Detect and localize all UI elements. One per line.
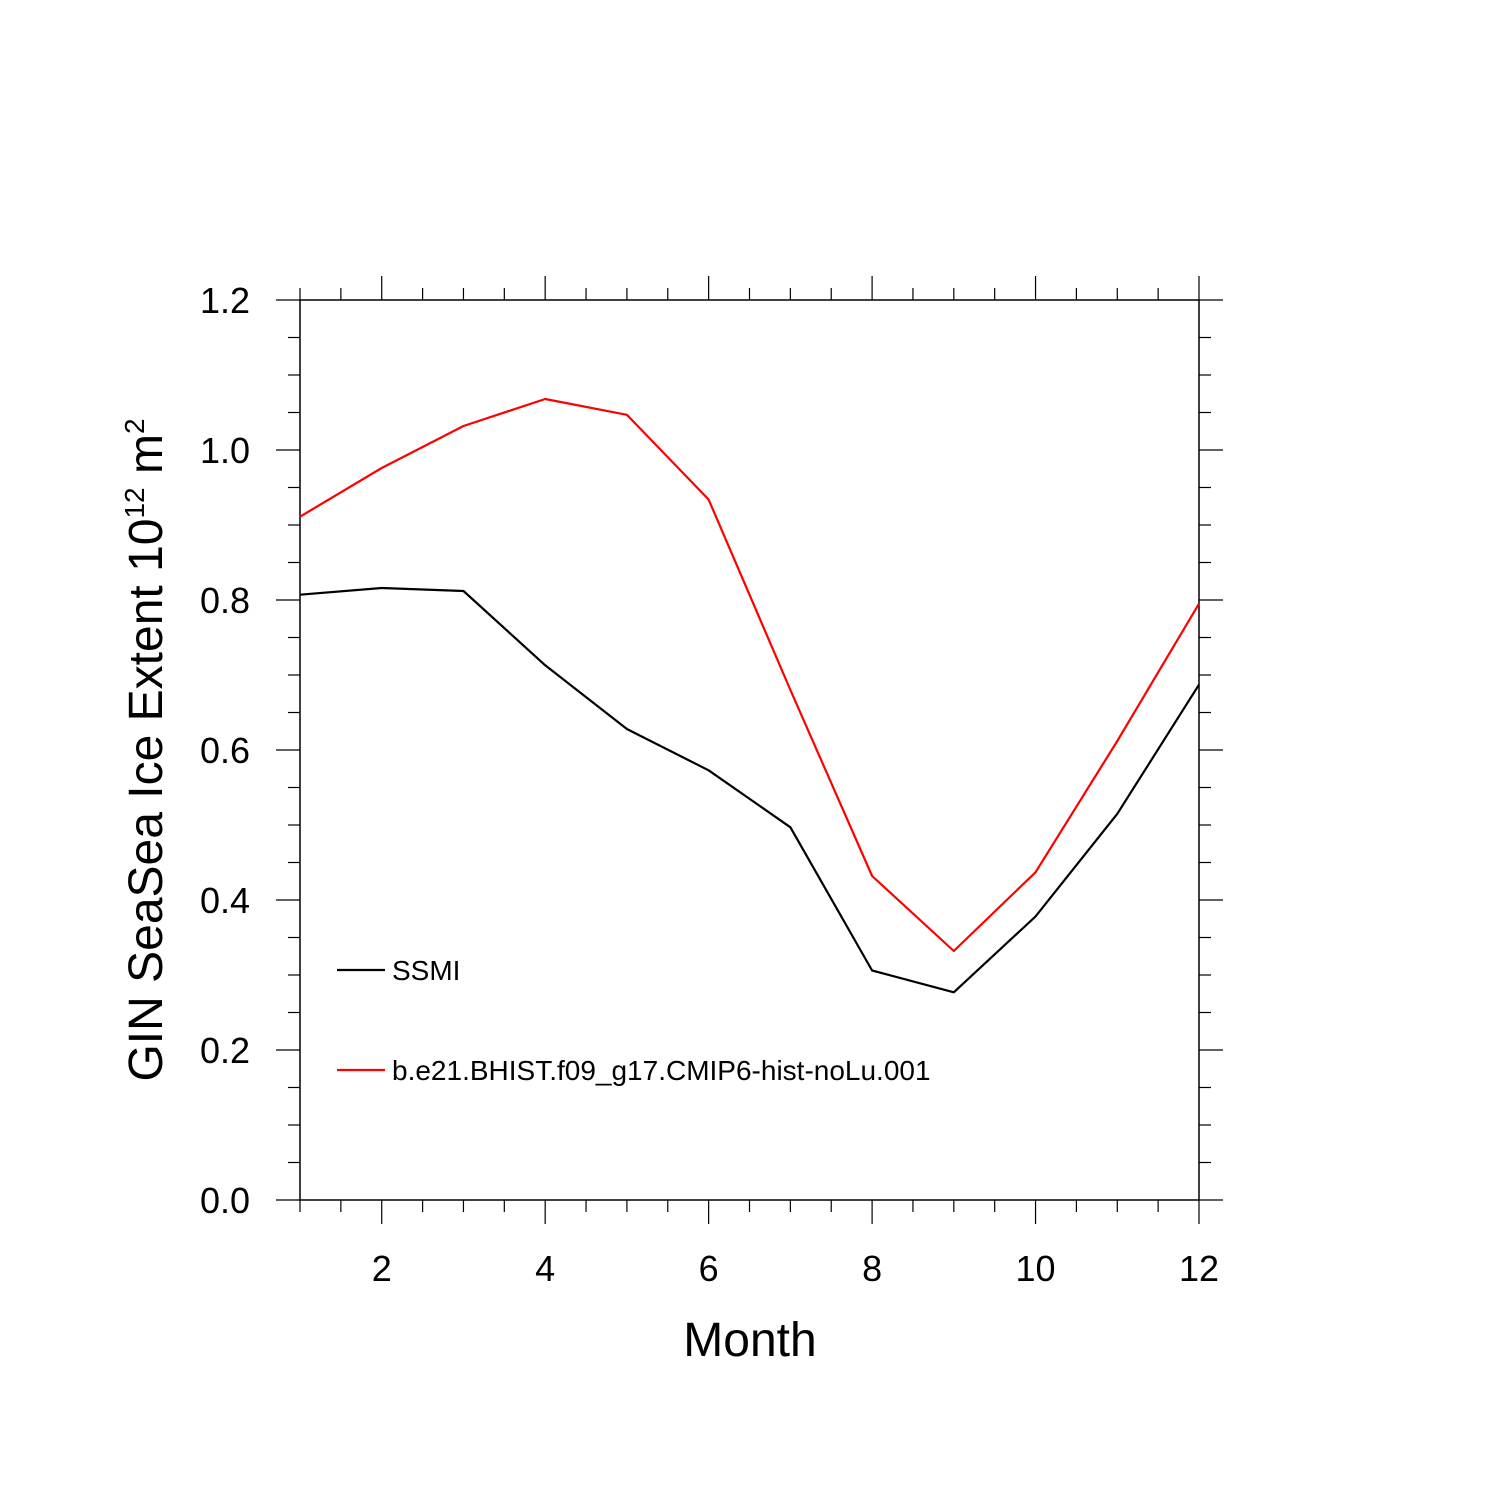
- y-axis-title-exponent: 12: [119, 487, 150, 518]
- y-tick-label: 0.0: [200, 1180, 250, 1221]
- x-tick-label: 12: [1179, 1248, 1219, 1289]
- y-axis-title-unit: m: [120, 434, 173, 487]
- legend: SSMI b.e21.BHIST.f09_g17.CMIP6-hist-noLu.…: [337, 955, 931, 1086]
- y-axis-title-main: GIN SeaSea Ice Extent 10: [120, 519, 173, 1082]
- series-line-ssmi: [299, 586, 1200, 994]
- ticks: 0.0 0.2 0.4 0.6 0.8 1.0 1.2 2 4 6 8 10 12: [200, 276, 1223, 1289]
- legend-label: b.e21.BHIST.f09_g17.CMIP6-hist-noLu.001: [392, 1055, 931, 1086]
- x-tick-label: 2: [372, 1248, 392, 1289]
- series-lines: [299, 397, 1200, 994]
- x-tick-label: 6: [699, 1248, 719, 1289]
- x-axis-title: Month: [683, 1314, 816, 1367]
- y-tick-label: 1.0: [200, 430, 250, 471]
- x-tick-label: 8: [862, 1248, 882, 1289]
- x-tick-label: 4: [535, 1248, 555, 1289]
- y-tick-label: 0.6: [200, 730, 250, 771]
- y-tick-label: 0.8: [200, 580, 250, 621]
- y-axis-title: GIN SeaSea Ice Extent 1012 m2: [119, 418, 173, 1081]
- y-tick-label: 0.4: [200, 880, 250, 921]
- series-line-model: [299, 397, 1200, 953]
- x-tick-label: 10: [1016, 1248, 1056, 1289]
- legend-label: SSMI: [392, 955, 460, 986]
- y-tick-label: 0.2: [200, 1030, 250, 1071]
- y-tick-label: 1.2: [200, 280, 250, 321]
- y-axis-title-unit-exponent: 2: [119, 418, 150, 434]
